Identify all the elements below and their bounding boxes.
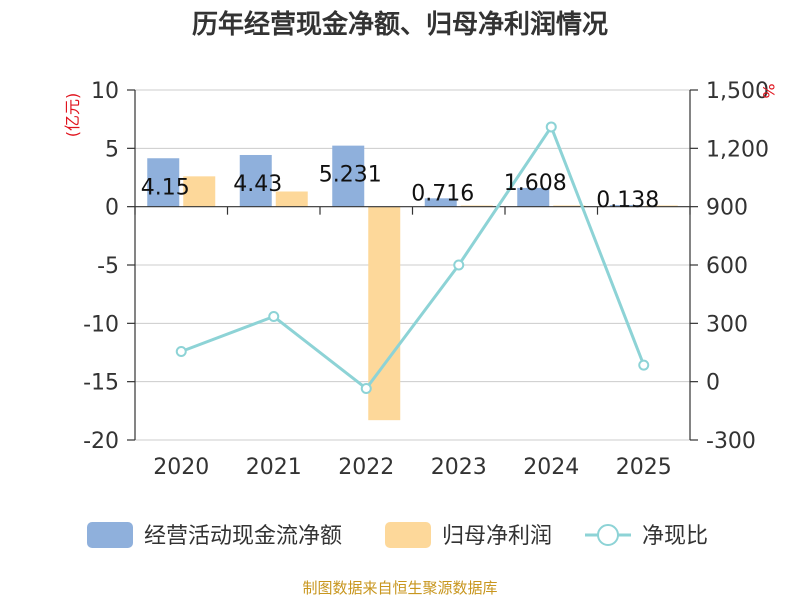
y-right-tick-label: 1,200 [706,137,769,162]
data-label: 0.716 [411,181,474,206]
bars-group [147,145,678,421]
bar-cashflow [239,154,272,207]
grid-lines [135,89,690,441]
data-label: 0.138 [596,188,659,213]
line-point [175,346,187,358]
line-point [638,359,650,371]
data-label: 4.43 [233,172,282,197]
chart-title: 历年经营现金净额、归母净利润情况 [192,9,608,40]
bar-netprofit [275,191,308,207]
y-left-tick-label: 5 [105,137,119,162]
x-tick-label: 2022 [338,455,394,480]
y-right-tick-label: 600 [706,254,748,279]
y-right-tick-label: -300 [706,429,756,454]
legend-swatch [87,522,133,548]
line-cash-ratio [180,123,646,391]
y-left-tick-label: -5 [97,254,119,279]
axes-group: 10 5 0 -5 -10 -15 -20 1,500 1,200 900 600 300 0 -300 2… [83,79,769,480]
legend-swatch [385,522,431,548]
y-left-tick-label: -10 [83,312,119,337]
source-note: 制图数据来自恒生聚源数据库 [302,579,497,597]
y-left-tick-label: 0 [105,196,119,221]
x-tick-label: 2021 [246,455,302,480]
x-tick-label: 2024 [523,455,579,480]
legend: 经营活动现金流净额 归母净利润 净现比 [87,522,708,549]
legend-marker [597,524,619,546]
line-point [268,311,280,323]
bar-cashflow [517,187,550,207]
line-point [545,121,557,133]
data-labels-group: 4.15 4.43 5.231 0.716 1.608 0.138 [141,163,659,213]
x-tick-label: 2020 [153,455,209,480]
y-right-tick-label: 300 [706,312,748,337]
line-point [453,259,465,271]
bar-netprofit [183,176,216,207]
legend-label: 净现比 [642,524,708,549]
bar-cashflow [332,145,365,207]
bar-cashflow [609,205,642,207]
x-tick-label: 2023 [431,455,487,480]
line-point [360,382,372,394]
y-left-tick-label: -15 [83,371,119,396]
bar-netprofit [368,206,401,421]
data-label: 4.15 [141,175,190,200]
legend-label: 归母净利润 [442,524,552,549]
x-tick-label: 2025 [616,455,672,480]
data-label: 5.231 [319,163,382,188]
bar-cashflow [147,158,180,207]
y-right-tick-label: 900 [706,196,748,221]
y-right-tick-label: 0 [706,371,720,396]
y-left-tick-label: -20 [83,429,119,454]
bar-cashflow [424,198,457,207]
y-right-unit: % [759,83,778,98]
legend-label: 经营活动现金流净额 [144,524,342,549]
y-right-tick-label: 1,500 [706,79,769,104]
y-left-unit: (亿元) [63,93,82,138]
data-label: 1.608 [504,171,567,196]
y-left-tick-label: 10 [91,79,119,104]
line-group [175,121,650,394]
